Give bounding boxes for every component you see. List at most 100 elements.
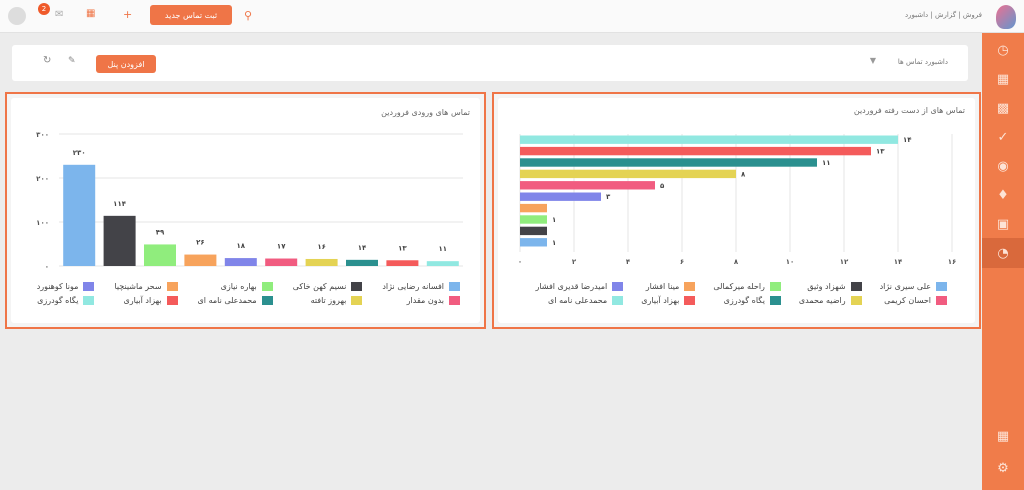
legend-label: احسان کریمی: [884, 296, 931, 305]
contacts-icon[interactable]: ▩: [996, 100, 1010, 116]
legend-item[interactable]: محمدعلی نامه ای: [198, 296, 273, 305]
bell-icon[interactable]: ♦: [997, 187, 1009, 203]
x-tick-label: ۱۲: [840, 258, 849, 266]
missed-chart-card: تماس های از دست رفته فروردین ۰ ۲ ۴ ۶ ۸ ۱۰ ۱۲ ۱۴…: [498, 98, 975, 323]
legend-item[interactable]: علی سیری نژاد: [880, 282, 947, 291]
legend-swatch: [769, 282, 781, 291]
incoming-calls-panel: تماس های ورودی فروردین ۰ ۱۰۰ ۲۰۰ ۳۰۰ ۲۳۰ ۱۱۴ ۴…: [5, 92, 486, 329]
settings-icon[interactable]: ⚙: [997, 460, 1009, 476]
legend-label: شهزاد وثیق: [807, 282, 846, 291]
legend-swatch: [850, 282, 862, 291]
bar: [386, 260, 419, 266]
legend-item[interactable]: بدون مقدار: [382, 296, 460, 305]
legend-item[interactable]: بهروز تافته: [293, 296, 363, 305]
legend-label: مونا کوهنورد: [36, 282, 79, 291]
x-tick-label: ۱۶: [948, 258, 957, 266]
reports-icon[interactable]: ◔: [982, 238, 1024, 268]
search-icon[interactable]: ⚲: [244, 9, 253, 22]
legend-item[interactable]: سحر ماشینچیا: [114, 282, 178, 291]
top-bar: فروش | گزارش | داشبورد ⚲ ثبت تماس جدید +…: [0, 0, 1024, 33]
legend-item[interactable]: مونا کوهنورد: [37, 282, 95, 291]
calculator-icon[interactable]: ▣: [996, 216, 1010, 232]
grid-icon[interactable]: ▦: [86, 8, 96, 19]
y-tick-label: ۰: [45, 263, 49, 271]
chart-title: تماس های از دست رفته فروردین: [853, 106, 965, 115]
legend-swatch: [769, 296, 781, 305]
bar: [305, 258, 338, 266]
data-label: ۱۱: [439, 245, 448, 253]
legend-label: راحله میرکمالی: [713, 282, 765, 291]
bar: [63, 164, 96, 266]
breadcrumb[interactable]: فروش | گزارش | داشبورد: [905, 11, 982, 19]
data-label: ۱۷: [277, 243, 286, 251]
data-label: ۵: [660, 182, 665, 190]
legend-label: علی سیری نژاد: [879, 282, 931, 291]
legend-swatch: [684, 296, 696, 305]
filter-icon[interactable]: ▼: [869, 56, 876, 65]
bar: [144, 244, 176, 266]
bar: [224, 258, 257, 266]
legend-item[interactable]: محمدعلی نامه ای: [536, 296, 624, 305]
toolbar-card: داشبورد تماس ها ▼ افزودن پنل ✎ ↻: [12, 45, 968, 81]
bar: [103, 215, 136, 266]
legend-item[interactable]: راضیه محمدی: [799, 296, 862, 305]
legend-item[interactable]: بهاره نیازی: [198, 282, 273, 291]
apps-icon[interactable]: ▦: [996, 428, 1010, 444]
chart-title: تماس های ورودی فروردین: [381, 108, 470, 117]
data-label: ۱: [552, 239, 556, 247]
data-label: ۱: [552, 216, 556, 224]
legend-swatch: [83, 296, 95, 305]
x-tick-label: ۲: [572, 258, 577, 266]
edit-icon[interactable]: ✎: [68, 56, 76, 66]
legend-label: یگاه گودرزی: [37, 296, 79, 305]
dashboard-icon[interactable]: ◷: [997, 42, 1009, 58]
calendar-icon[interactable]: ▦: [996, 71, 1010, 87]
toolbar-title: داشبورد تماس ها: [897, 58, 948, 66]
add-panel-button[interactable]: افزودن پنل: [96, 55, 156, 73]
bar: [520, 226, 547, 236]
handshake-icon[interactable]: ✓: [997, 129, 1009, 145]
data-label: ۲۳۰: [73, 149, 86, 157]
bar: [520, 192, 601, 201]
y-tick-label: ۱۰۰: [36, 219, 49, 227]
legend-label: بدون مقدار: [406, 296, 444, 305]
legend-item[interactable]: امیدرضا قدیری افشار: [536, 282, 624, 291]
x-tick-label: ۱۴: [894, 258, 903, 266]
data-label: ۱۸: [237, 242, 246, 250]
legend-label: بهروز تافته: [310, 296, 347, 305]
avatar[interactable]: [8, 7, 26, 25]
legend-item[interactable]: شهزاد وثیق: [799, 282, 862, 291]
legend-item[interactable]: بهزاد آبیاری: [114, 296, 178, 305]
x-tick-label: ۸: [734, 258, 739, 266]
notification-icon[interactable]: ✉: [55, 9, 64, 20]
globe-icon[interactable]: ◉: [997, 158, 1009, 174]
legend-label: بهاره نیازی: [220, 282, 257, 291]
incoming-calls-chart: ۰ ۱۰۰ ۲۰۰ ۳۰۰ ۲۳۰ ۱۱۴ ۴۹ ۲۶ ۱۸ ۱۷ ۱۶ ۱۴ ۱۳ ۱۱: [36, 131, 463, 271]
legend-item[interactable]: مینا افشار: [641, 282, 696, 291]
data-label: ۱۳: [398, 244, 407, 252]
plus-icon[interactable]: +: [123, 8, 133, 21]
data-label: ۱۱۴: [113, 200, 127, 208]
legend-item[interactable]: راحله میرکمالی: [713, 282, 781, 291]
refresh-icon[interactable]: ↻: [43, 55, 52, 66]
legend-item[interactable]: احسان کریمی: [880, 296, 947, 305]
legend-label: سحر ماشینچیا: [114, 282, 162, 291]
legend-item[interactable]: بهزاد آبیاری: [641, 296, 696, 305]
legend-item[interactable]: یگاه گودرزی: [37, 296, 95, 305]
legend-item[interactable]: نسیم کهن خاکی: [293, 282, 363, 291]
new-call-button[interactable]: ثبت تماس جدید: [150, 5, 232, 25]
legend-item[interactable]: افسانه رضایی نژاد: [382, 282, 460, 291]
data-label: ۱۳: [876, 148, 885, 156]
data-label: ۳: [606, 193, 611, 201]
legend-item[interactable]: یگاه گودرزی: [713, 296, 781, 305]
data-label: ۱۴: [358, 244, 367, 252]
legend-label: افسانه رضایی نژاد: [382, 282, 444, 291]
x-tick-label: ۱۰: [786, 258, 795, 266]
legend-swatch: [351, 282, 363, 291]
bar: [520, 158, 817, 167]
notification-badge: 2: [38, 3, 50, 15]
bar: [520, 135, 898, 144]
legend-label: یگاه گودرزی: [723, 296, 765, 305]
x-tick-label: ۴: [626, 258, 631, 266]
